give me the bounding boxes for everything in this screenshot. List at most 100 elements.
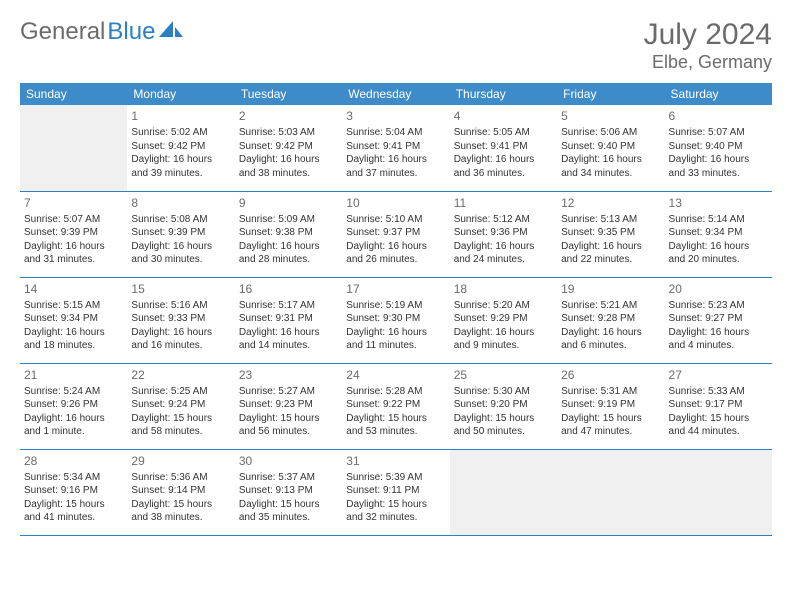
calendar-cell: 6Sunrise: 5:07 AMSunset: 9:40 PMDaylight… (665, 105, 772, 191)
daylight-line: Daylight: 15 hours and 58 minutes. (131, 412, 230, 439)
calendar-cell: 3Sunrise: 5:04 AMSunset: 9:41 PMDaylight… (342, 105, 449, 191)
weekday-header: Friday (557, 83, 664, 105)
logo-text-blue: Blue (107, 18, 155, 46)
sunrise-line: Sunrise: 5:15 AM (24, 299, 123, 313)
calendar-cell: 27Sunrise: 5:33 AMSunset: 9:17 PMDayligh… (665, 363, 772, 449)
sunset-line: Sunset: 9:26 PM (24, 398, 123, 412)
day-number: 16 (239, 281, 338, 297)
sunset-line: Sunset: 9:42 PM (131, 140, 230, 154)
sunrise-line: Sunrise: 5:20 AM (454, 299, 553, 313)
daylight-line: Daylight: 16 hours and 22 minutes. (561, 240, 660, 267)
day-number: 7 (24, 195, 123, 211)
calendar-cell: 20Sunrise: 5:23 AMSunset: 9:27 PMDayligh… (665, 277, 772, 363)
sunrise-line: Sunrise: 5:21 AM (561, 299, 660, 313)
sunrise-line: Sunrise: 5:16 AM (131, 299, 230, 313)
sunset-line: Sunset: 9:41 PM (346, 140, 445, 154)
calendar-body: 1Sunrise: 5:02 AMSunset: 9:42 PMDaylight… (20, 105, 772, 535)
sunrise-line: Sunrise: 5:36 AM (131, 471, 230, 485)
sunrise-line: Sunrise: 5:23 AM (669, 299, 768, 313)
calendar-cell: 16Sunrise: 5:17 AMSunset: 9:31 PMDayligh… (235, 277, 342, 363)
day-number: 2 (239, 108, 338, 124)
sunset-line: Sunset: 9:20 PM (454, 398, 553, 412)
daylight-line: Daylight: 15 hours and 44 minutes. (669, 412, 768, 439)
day-number: 1 (131, 108, 230, 124)
calendar-cell: 9Sunrise: 5:09 AMSunset: 9:38 PMDaylight… (235, 191, 342, 277)
day-number: 12 (561, 195, 660, 211)
day-number: 3 (346, 108, 445, 124)
sunset-line: Sunset: 9:19 PM (561, 398, 660, 412)
sunrise-line: Sunrise: 5:07 AM (669, 126, 768, 140)
calendar-cell: 18Sunrise: 5:20 AMSunset: 9:29 PMDayligh… (450, 277, 557, 363)
day-number: 6 (669, 108, 768, 124)
calendar-row: 21Sunrise: 5:24 AMSunset: 9:26 PMDayligh… (20, 363, 772, 449)
weekday-header: Wednesday (342, 83, 449, 105)
day-number: 11 (454, 195, 553, 211)
daylight-line: Daylight: 16 hours and 31 minutes. (24, 240, 123, 267)
calendar-cell: 26Sunrise: 5:31 AMSunset: 9:19 PMDayligh… (557, 363, 664, 449)
day-number: 15 (131, 281, 230, 297)
sunset-line: Sunset: 9:34 PM (669, 226, 768, 240)
daylight-line: Daylight: 15 hours and 35 minutes. (239, 498, 338, 525)
calendar-cell (557, 449, 664, 535)
calendar-cell: 11Sunrise: 5:12 AMSunset: 9:36 PMDayligh… (450, 191, 557, 277)
daylight-line: Daylight: 16 hours and 37 minutes. (346, 153, 445, 180)
sunset-line: Sunset: 9:22 PM (346, 398, 445, 412)
sunset-line: Sunset: 9:14 PM (131, 484, 230, 498)
daylight-line: Daylight: 16 hours and 36 minutes. (454, 153, 553, 180)
sunset-line: Sunset: 9:27 PM (669, 312, 768, 326)
daylight-line: Daylight: 15 hours and 38 minutes. (131, 498, 230, 525)
sunset-line: Sunset: 9:35 PM (561, 226, 660, 240)
calendar-cell: 22Sunrise: 5:25 AMSunset: 9:24 PMDayligh… (127, 363, 234, 449)
sunset-line: Sunset: 9:40 PM (561, 140, 660, 154)
sunrise-line: Sunrise: 5:24 AM (24, 385, 123, 399)
sunset-line: Sunset: 9:39 PM (131, 226, 230, 240)
sunrise-line: Sunrise: 5:25 AM (131, 385, 230, 399)
daylight-line: Daylight: 16 hours and 34 minutes. (561, 153, 660, 180)
sunset-line: Sunset: 9:40 PM (669, 140, 768, 154)
daylight-line: Daylight: 16 hours and 14 minutes. (239, 326, 338, 353)
sunset-line: Sunset: 9:39 PM (24, 226, 123, 240)
sunrise-line: Sunrise: 5:08 AM (131, 213, 230, 227)
calendar-cell: 14Sunrise: 5:15 AMSunset: 9:34 PMDayligh… (20, 277, 127, 363)
sunset-line: Sunset: 9:42 PM (239, 140, 338, 154)
calendar-row: 28Sunrise: 5:34 AMSunset: 9:16 PMDayligh… (20, 449, 772, 535)
day-number: 5 (561, 108, 660, 124)
day-number: 19 (561, 281, 660, 297)
daylight-line: Daylight: 16 hours and 39 minutes. (131, 153, 230, 180)
day-number: 28 (24, 453, 123, 469)
sunrise-line: Sunrise: 5:07 AM (24, 213, 123, 227)
daylight-line: Daylight: 16 hours and 6 minutes. (561, 326, 660, 353)
sunrise-line: Sunrise: 5:03 AM (239, 126, 338, 140)
month-title: July 2024 (644, 18, 772, 52)
calendar-cell: 10Sunrise: 5:10 AMSunset: 9:37 PMDayligh… (342, 191, 449, 277)
sunset-line: Sunset: 9:37 PM (346, 226, 445, 240)
day-number: 22 (131, 367, 230, 383)
sunset-line: Sunset: 9:33 PM (131, 312, 230, 326)
sunrise-line: Sunrise: 5:33 AM (669, 385, 768, 399)
day-number: 14 (24, 281, 123, 297)
sunset-line: Sunset: 9:36 PM (454, 226, 553, 240)
daylight-line: Daylight: 16 hours and 9 minutes. (454, 326, 553, 353)
sunrise-line: Sunrise: 5:17 AM (239, 299, 338, 313)
sunrise-line: Sunrise: 5:05 AM (454, 126, 553, 140)
weekday-header: Tuesday (235, 83, 342, 105)
day-number: 10 (346, 195, 445, 211)
calendar-cell: 2Sunrise: 5:03 AMSunset: 9:42 PMDaylight… (235, 105, 342, 191)
sunset-line: Sunset: 9:16 PM (24, 484, 123, 498)
calendar-cell: 21Sunrise: 5:24 AMSunset: 9:26 PMDayligh… (20, 363, 127, 449)
calendar-cell: 30Sunrise: 5:37 AMSunset: 9:13 PMDayligh… (235, 449, 342, 535)
calendar-cell: 12Sunrise: 5:13 AMSunset: 9:35 PMDayligh… (557, 191, 664, 277)
sunrise-line: Sunrise: 5:37 AM (239, 471, 338, 485)
calendar-cell: 29Sunrise: 5:36 AMSunset: 9:14 PMDayligh… (127, 449, 234, 535)
day-number: 25 (454, 367, 553, 383)
daylight-line: Daylight: 16 hours and 24 minutes. (454, 240, 553, 267)
daylight-line: Daylight: 15 hours and 56 minutes. (239, 412, 338, 439)
sunrise-line: Sunrise: 5:14 AM (669, 213, 768, 227)
calendar-row: 1Sunrise: 5:02 AMSunset: 9:42 PMDaylight… (20, 105, 772, 191)
sunset-line: Sunset: 9:11 PM (346, 484, 445, 498)
calendar-row: 14Sunrise: 5:15 AMSunset: 9:34 PMDayligh… (20, 277, 772, 363)
weekday-header-row: Sunday Monday Tuesday Wednesday Thursday… (20, 83, 772, 105)
calendar-row: 7Sunrise: 5:07 AMSunset: 9:39 PMDaylight… (20, 191, 772, 277)
calendar-cell: 5Sunrise: 5:06 AMSunset: 9:40 PMDaylight… (557, 105, 664, 191)
sunrise-line: Sunrise: 5:02 AM (131, 126, 230, 140)
